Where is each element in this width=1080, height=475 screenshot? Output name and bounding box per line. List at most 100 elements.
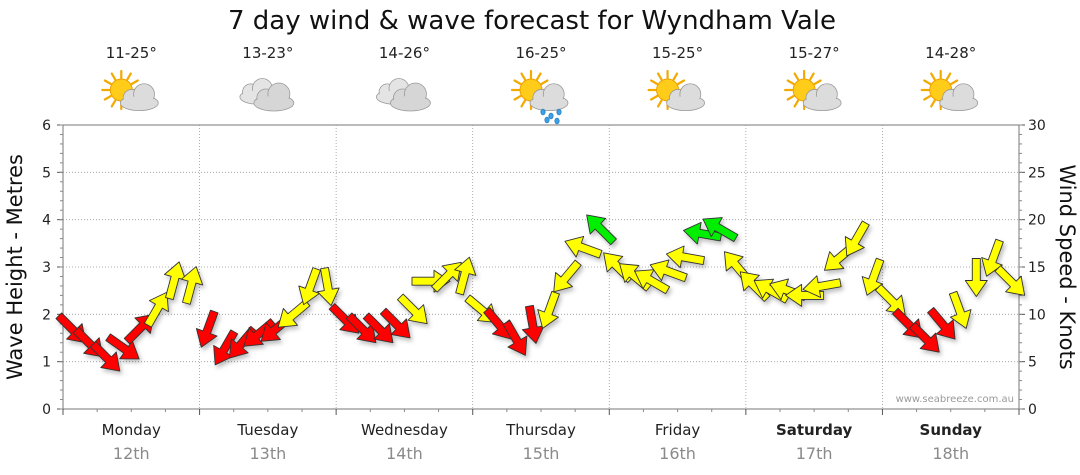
cloud-shape	[802, 83, 842, 112]
left-axis-label: Wave Height - Metres	[3, 154, 27, 380]
wind-arrow-shape	[564, 235, 603, 259]
wind-arrow	[564, 235, 603, 259]
day-temperature: 13-23°	[242, 44, 293, 62]
wind-arrow-shape	[553, 259, 582, 293]
wind-arrow-shape	[317, 267, 340, 307]
wind-arrow-shape	[981, 238, 1004, 277]
wind-arrow	[379, 307, 411, 339]
wind-arrow	[649, 259, 688, 283]
wind-arrow	[948, 290, 972, 329]
cloud-shape	[939, 83, 979, 112]
wind-arrow-shape	[683, 221, 723, 245]
raindrop	[554, 117, 560, 125]
day-name: Wednesday	[361, 421, 448, 439]
day-date: 15th	[523, 444, 560, 463]
day-temperature: 15-25°	[652, 44, 703, 62]
wind-arrow-shape	[143, 291, 169, 328]
wind-arrow	[483, 306, 512, 340]
wind-arrow	[586, 214, 617, 246]
wind-arrow-shape	[431, 261, 462, 293]
day-name: Tuesday	[236, 421, 298, 439]
right-tick-label: 25	[1028, 165, 1046, 181]
wind-arrow-shape	[396, 293, 428, 325]
wind-arrow	[874, 284, 906, 315]
partly-cloudy-icon	[920, 69, 979, 112]
wind-arrow	[195, 309, 219, 348]
day-date: 13th	[249, 444, 286, 463]
wind-arrow	[277, 299, 311, 328]
cloud-shape	[119, 83, 159, 112]
wind-arrow	[981, 238, 1004, 277]
right-tick-label: 5	[1028, 355, 1037, 371]
wind-arrow	[702, 217, 739, 243]
right-axis-label: Wind Speed - Knots	[1055, 164, 1079, 369]
day-name: Monday	[102, 421, 161, 439]
left-tick-label: 4	[42, 213, 51, 229]
day-date: 16th	[659, 444, 696, 463]
right-tick-label: 10	[1028, 307, 1046, 323]
wind-arrow	[634, 269, 671, 295]
wind-arrow	[362, 312, 394, 344]
wind-arrow	[964, 258, 988, 297]
wind-arrow	[994, 265, 1026, 296]
wind-arrow	[317, 267, 340, 307]
day-name: Sunday	[920, 421, 983, 439]
right-tick-label: 0	[1028, 402, 1037, 418]
wind-arrow-shape	[927, 306, 956, 340]
wind-arrow	[844, 220, 870, 257]
cloud-shape	[529, 83, 569, 112]
day-date: 18th	[932, 444, 969, 463]
left-axis: 0 1 2 3 4 5 6	[42, 118, 63, 418]
wind-arrow	[537, 290, 560, 329]
wind-arrow-shape	[195, 309, 219, 348]
cloudy-icon	[376, 78, 431, 112]
wind-arrow	[909, 321, 940, 353]
wind-arrow-shape	[537, 290, 560, 329]
day-date: 17th	[796, 444, 833, 463]
cloudy-icon	[239, 78, 295, 112]
day-temperature: 14-26°	[379, 44, 430, 62]
wind-arrow-shape	[909, 321, 940, 353]
cloud-shape	[253, 82, 295, 112]
partly-cloudy-icon	[647, 69, 705, 112]
wind-arrow-shape	[874, 284, 906, 315]
wind-arrow-shape	[649, 259, 688, 283]
weather-row: 11-25° 13-23° 14-26° 16-25° 15-25° 15-27° 14-2…	[101, 44, 979, 125]
wind-arrow	[143, 291, 169, 328]
right-tick-label: 30	[1028, 118, 1046, 134]
wind-arrow-shape	[702, 217, 739, 243]
left-tick-label: 5	[42, 165, 51, 181]
wind-arrow	[502, 319, 528, 356]
wind-arrow-shape	[586, 214, 617, 246]
cloud-shape	[666, 83, 705, 112]
wind-arrow-shape	[802, 275, 842, 298]
cloud-shape	[390, 82, 431, 112]
wind-arrow-shape	[180, 266, 204, 305]
wind-arrow	[785, 283, 825, 307]
wind-arrow	[180, 266, 204, 305]
left-tick-label: 0	[42, 402, 51, 418]
wind-arrow-shape	[379, 307, 411, 339]
wind-arrow	[89, 340, 121, 372]
wind-arrow-shape	[634, 269, 671, 295]
partly-cloudy-icon	[784, 69, 842, 112]
wind-arrow-shape	[502, 319, 528, 356]
day-temperature: 14-28°	[925, 44, 976, 62]
wind-arrow	[861, 257, 885, 296]
right-tick-label: 15	[1028, 260, 1046, 276]
raindrop	[544, 116, 550, 124]
left-tick-label: 2	[42, 307, 51, 323]
wind-arrow-shape	[964, 258, 988, 297]
day-date: 12th	[113, 444, 150, 463]
left-tick-label: 6	[42, 118, 51, 134]
partly-cloudy-icon	[101, 69, 159, 112]
wind-arrow	[396, 293, 428, 325]
raindrop	[540, 108, 546, 116]
raindrop	[548, 112, 554, 120]
day-name: Thursday	[505, 421, 576, 439]
day-labels: Monday 12th Tuesday 13th Wednesday 14th Thursd…	[62, 409, 1020, 463]
right-axis: 0 5 10 15 20 25 30	[1019, 118, 1046, 418]
wind-arrow	[927, 306, 956, 340]
wind-arrow-shape	[483, 306, 512, 340]
